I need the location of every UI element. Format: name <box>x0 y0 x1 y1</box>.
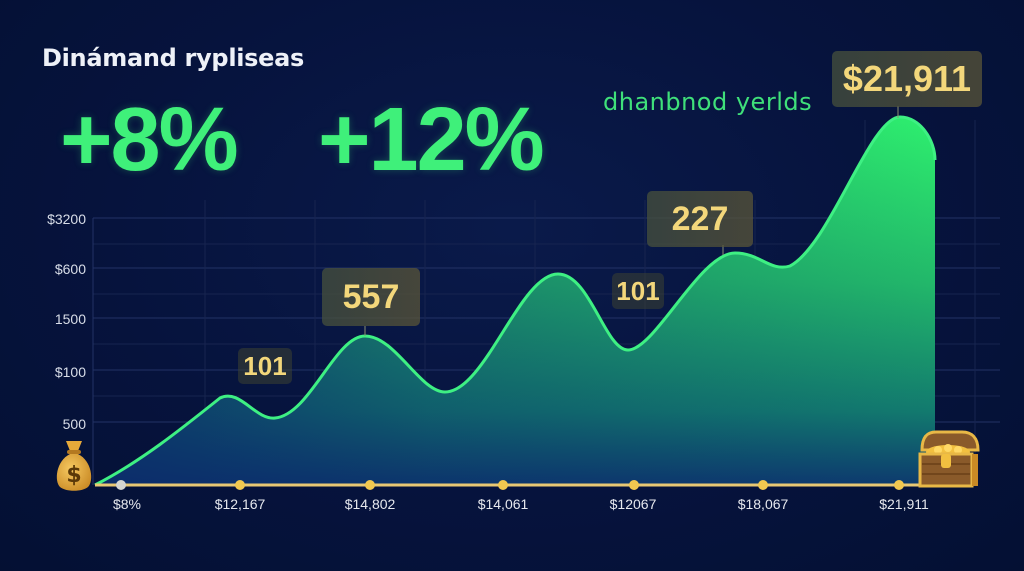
data-callout: 227 <box>647 191 753 247</box>
x-tick-label: $8% <box>112 496 142 512</box>
stat-percent-1: +8% <box>60 90 239 190</box>
data-callout: 557 <box>322 268 420 326</box>
y-tick-label: 1500 <box>54 311 86 327</box>
x-axis-markers <box>116 480 904 490</box>
treasure-chest-icon <box>914 428 984 496</box>
stat-percent-2: +12% <box>318 90 545 190</box>
x-tick-label: $12067 <box>609 496 657 512</box>
data-callout-top: $21,911 <box>832 51 982 107</box>
y-tick-label: $100 <box>54 364 86 380</box>
x-tick-label: $14,802 <box>344 496 396 512</box>
y-tick-label: $600 <box>54 261 86 277</box>
chart-subtitle: dhanbnod yerlds <box>603 88 813 116</box>
y-tick-label: $3200 <box>47 211 86 227</box>
data-callout: 101 <box>238 348 292 384</box>
chart-title: Dinámand rypliseas <box>42 44 305 72</box>
x-tick-label: $18,067 <box>737 496 789 512</box>
money-bag-icon: $ <box>52 437 96 497</box>
x-tick-label: $12,167 <box>214 496 266 512</box>
data-callout: 101 <box>612 273 664 309</box>
area-line <box>94 115 937 487</box>
y-tick-label: 500 <box>62 416 86 432</box>
svg-text:$: $ <box>66 463 81 488</box>
x-tick-label: $14,061 <box>477 496 529 512</box>
area-shade <box>95 117 935 485</box>
x-tick-label: $21,911 <box>879 496 929 512</box>
